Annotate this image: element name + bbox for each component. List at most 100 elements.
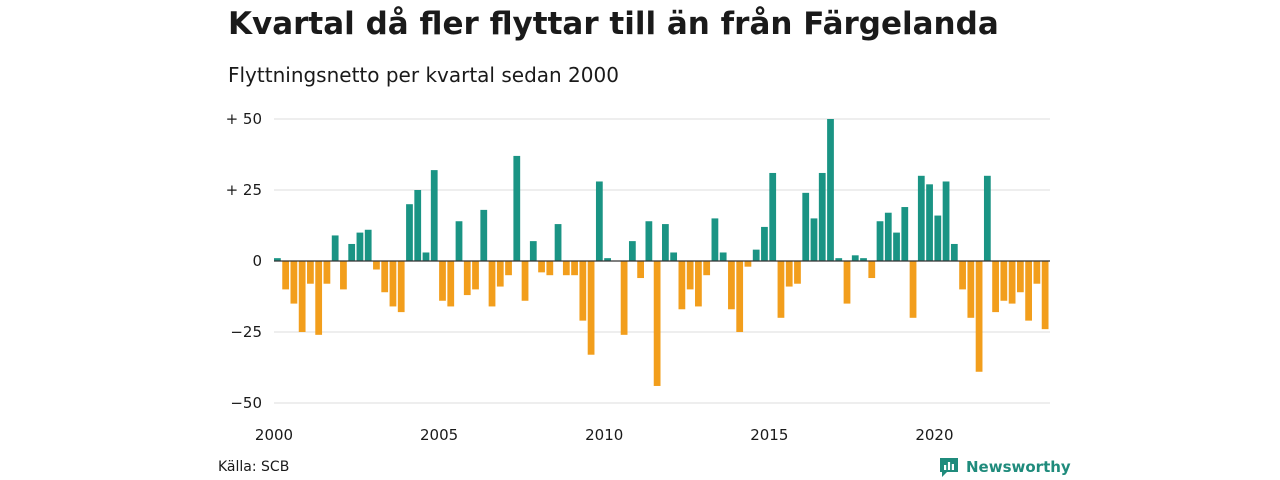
chart-speech-bubble-icon bbox=[940, 458, 958, 477]
bar bbox=[637, 261, 644, 279]
chart-title: Kvartal då fler flyttar till än från Fär… bbox=[228, 6, 999, 42]
bar bbox=[348, 243, 356, 261]
bar bbox=[307, 261, 314, 284]
bar bbox=[876, 221, 884, 261]
bar bbox=[711, 218, 719, 261]
bar bbox=[703, 261, 711, 276]
bar bbox=[587, 261, 595, 355]
y-tick-label: −25 bbox=[230, 323, 262, 341]
bar bbox=[827, 119, 834, 261]
bar bbox=[422, 252, 430, 261]
bar bbox=[909, 261, 917, 318]
bar bbox=[901, 207, 909, 261]
bar bbox=[967, 261, 975, 318]
bar bbox=[628, 241, 636, 261]
bar bbox=[992, 261, 999, 313]
bar bbox=[662, 224, 669, 261]
bar bbox=[884, 212, 892, 261]
bar bbox=[488, 261, 496, 307]
y-axis-ticks: + 50 + 25 0 −25 −50 bbox=[226, 110, 262, 412]
bar bbox=[736, 261, 744, 332]
bar bbox=[620, 261, 628, 335]
x-tick-label: 2005 bbox=[420, 426, 458, 444]
bar bbox=[917, 175, 925, 261]
bar bbox=[447, 261, 455, 307]
bar bbox=[595, 181, 603, 261]
bar bbox=[389, 261, 397, 307]
bar bbox=[728, 261, 735, 310]
bar bbox=[604, 258, 611, 261]
bar bbox=[373, 261, 380, 270]
x-tick-label: 2015 bbox=[750, 426, 788, 444]
y-tick-label: + 25 bbox=[226, 181, 262, 199]
bar bbox=[340, 261, 347, 290]
bar bbox=[975, 261, 983, 372]
bar bbox=[785, 261, 793, 287]
bar bbox=[364, 229, 372, 261]
x-axis-ticks: 2000 2005 2010 2015 2020 bbox=[255, 426, 954, 444]
bar bbox=[761, 226, 768, 261]
brand-name: Newsworthy bbox=[966, 458, 1071, 476]
bar bbox=[645, 221, 653, 261]
bar bbox=[331, 235, 339, 261]
bar bbox=[538, 261, 545, 273]
bar bbox=[496, 261, 504, 287]
bar bbox=[430, 170, 438, 261]
bar bbox=[546, 261, 554, 276]
bar bbox=[356, 232, 364, 261]
bar bbox=[406, 204, 413, 261]
bar bbox=[1041, 261, 1049, 330]
bar bbox=[381, 261, 389, 293]
bar bbox=[777, 261, 785, 318]
bar bbox=[290, 261, 298, 304]
source-note: Källa: SCB bbox=[218, 459, 290, 475]
y-tick-label: 0 bbox=[252, 252, 262, 270]
bar bbox=[950, 243, 958, 261]
bar bbox=[744, 261, 752, 267]
bar bbox=[678, 261, 686, 310]
bar bbox=[670, 252, 678, 261]
brand: Newsworthy bbox=[938, 456, 1071, 478]
x-tick-label: 2020 bbox=[915, 426, 953, 444]
bar bbox=[959, 261, 966, 290]
bar bbox=[439, 261, 446, 301]
bar bbox=[893, 232, 900, 261]
x-tick-label: 2010 bbox=[585, 426, 623, 444]
bar bbox=[1000, 261, 1008, 301]
bar bbox=[769, 172, 777, 261]
bar bbox=[298, 261, 306, 332]
y-tick-label: + 50 bbox=[226, 110, 262, 128]
bar bbox=[851, 255, 859, 261]
bar bbox=[835, 258, 843, 261]
bar bbox=[983, 175, 991, 261]
bar bbox=[513, 155, 521, 261]
bar bbox=[554, 224, 562, 261]
bar bbox=[571, 261, 578, 276]
bar bbox=[794, 261, 801, 284]
bar bbox=[472, 261, 479, 290]
bar bbox=[529, 241, 537, 261]
bar bbox=[480, 209, 488, 261]
bar bbox=[818, 172, 826, 261]
bar bbox=[397, 261, 405, 313]
bar bbox=[868, 261, 876, 279]
bar bbox=[653, 261, 661, 386]
bar bbox=[1008, 261, 1016, 304]
bar bbox=[802, 192, 810, 261]
bar bbox=[843, 261, 851, 304]
bar bbox=[323, 261, 331, 284]
bar bbox=[521, 261, 529, 301]
bar bbox=[942, 181, 950, 261]
bar bbox=[752, 249, 760, 261]
bar bbox=[810, 218, 818, 261]
bar bbox=[562, 261, 570, 276]
y-tick-label: −50 bbox=[230, 394, 262, 412]
bar bbox=[505, 261, 512, 276]
bar bbox=[282, 261, 290, 290]
bar bbox=[274, 258, 281, 261]
bar bbox=[1016, 261, 1024, 293]
bar bbox=[1033, 261, 1041, 284]
bar bbox=[455, 221, 463, 261]
bars bbox=[274, 119, 1049, 386]
